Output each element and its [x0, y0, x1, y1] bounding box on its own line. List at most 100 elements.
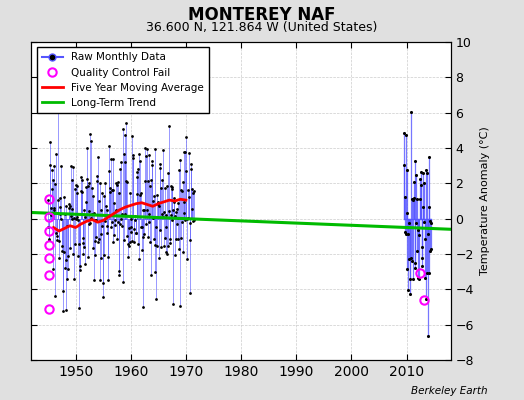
Point	[166, 236, 174, 242]
Point	[147, 177, 156, 184]
Point	[160, 209, 168, 215]
Point	[125, 239, 134, 246]
Point	[407, 109, 415, 115]
Point	[61, 211, 69, 217]
Point	[154, 199, 162, 205]
Point	[154, 201, 162, 208]
Point	[189, 218, 198, 225]
Point	[410, 195, 418, 201]
Point	[68, 176, 77, 183]
Point	[401, 132, 410, 138]
Point	[82, 199, 91, 205]
Point	[187, 166, 195, 172]
Point	[406, 276, 414, 282]
Point	[415, 276, 423, 282]
Point	[81, 260, 90, 267]
Point	[171, 236, 180, 242]
Point	[403, 210, 411, 216]
Point	[73, 182, 82, 189]
Point	[182, 168, 190, 174]
Point	[45, 236, 53, 242]
Point	[47, 204, 56, 211]
Point	[416, 176, 424, 182]
Point	[169, 301, 178, 307]
Point	[152, 243, 161, 249]
Point	[106, 185, 114, 192]
Y-axis label: Temperature Anomaly (°C): Temperature Anomaly (°C)	[479, 127, 489, 275]
Point	[190, 216, 199, 223]
Point	[188, 186, 196, 192]
Point	[114, 272, 123, 278]
Point	[115, 268, 124, 274]
Point	[167, 217, 176, 223]
Point	[176, 303, 184, 309]
Point	[113, 182, 121, 188]
Point	[84, 182, 92, 189]
Point	[80, 244, 88, 250]
Point	[186, 220, 194, 226]
Point	[129, 152, 137, 158]
Point	[163, 250, 171, 257]
Point	[181, 149, 189, 155]
Point	[86, 220, 95, 226]
Legend: Raw Monthly Data, Quality Control Fail, Five Year Moving Average, Long-Term Tren: Raw Monthly Data, Quality Control Fail, …	[37, 47, 209, 113]
Point	[70, 276, 78, 282]
Point	[62, 202, 70, 209]
Point	[166, 239, 174, 246]
Point	[418, 263, 426, 270]
Point	[148, 158, 156, 165]
Point	[177, 235, 185, 242]
Point	[95, 179, 104, 186]
Point	[45, 237, 53, 244]
Point	[162, 224, 171, 230]
Point	[60, 265, 69, 271]
Point	[57, 216, 65, 222]
Point	[108, 187, 116, 194]
Point	[127, 223, 135, 230]
Point	[151, 242, 159, 249]
Point	[410, 260, 419, 266]
Point	[137, 224, 146, 230]
Point	[165, 208, 173, 214]
Point	[402, 265, 411, 272]
Point	[159, 147, 168, 154]
Point	[44, 224, 52, 230]
Point	[163, 183, 171, 190]
Point	[66, 245, 74, 251]
Point	[170, 198, 179, 205]
Point	[427, 245, 435, 252]
Point	[115, 190, 123, 196]
Point	[104, 254, 112, 261]
Point	[50, 206, 58, 213]
Point	[400, 162, 408, 168]
Point	[70, 215, 79, 221]
Point	[423, 231, 432, 238]
Point	[404, 286, 412, 293]
Point	[408, 258, 416, 264]
Point	[110, 187, 118, 193]
Point	[52, 230, 60, 236]
Point	[141, 220, 150, 227]
Point	[96, 255, 105, 262]
Point	[74, 216, 83, 223]
Point	[150, 236, 158, 242]
Point	[85, 208, 94, 214]
Point	[167, 212, 175, 218]
Point	[157, 244, 165, 250]
Point	[110, 232, 118, 238]
Point	[179, 179, 187, 186]
Point	[119, 126, 127, 133]
Point	[182, 256, 191, 262]
Point	[54, 89, 62, 96]
Point	[105, 189, 114, 195]
Point	[78, 189, 86, 195]
Point	[53, 236, 61, 243]
Point	[81, 214, 89, 220]
Text: MONTEREY NAF: MONTEREY NAF	[188, 6, 336, 24]
Point	[138, 233, 147, 240]
Point	[118, 278, 127, 285]
Point	[426, 248, 434, 255]
Point	[98, 190, 106, 196]
Point	[59, 249, 68, 255]
Point	[126, 228, 135, 235]
